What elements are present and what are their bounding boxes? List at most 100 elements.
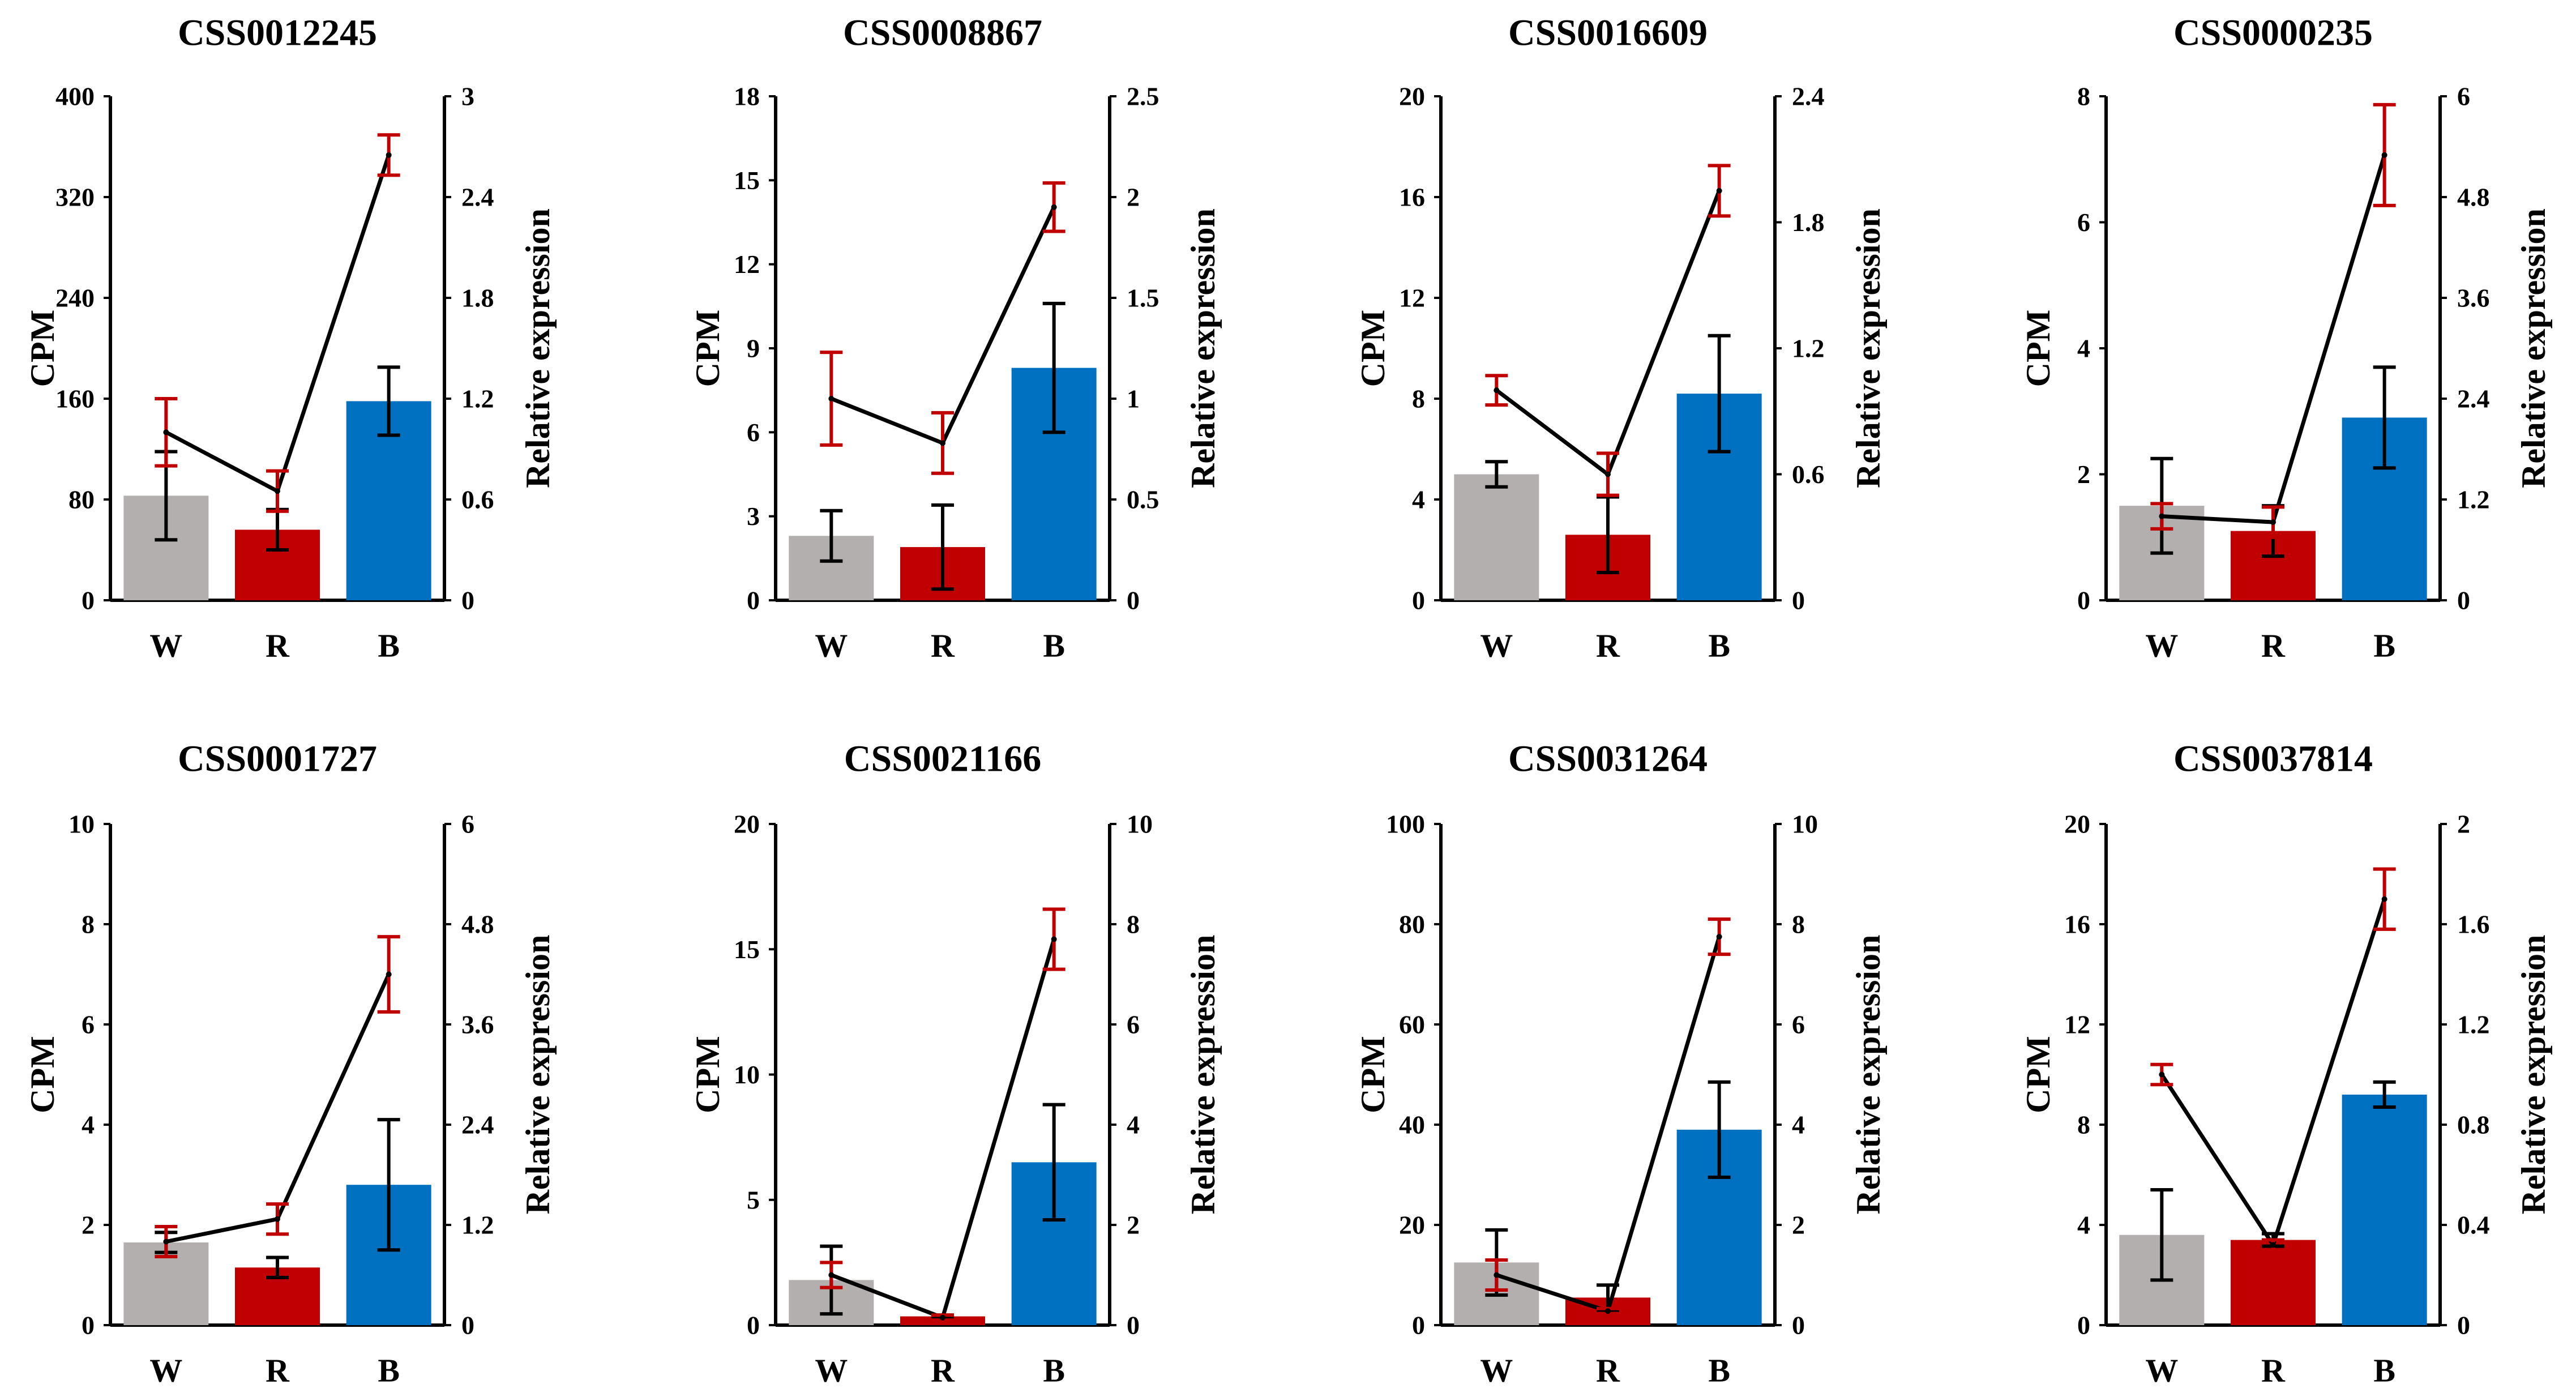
right-tick-label: 4 xyxy=(1792,1111,1805,1139)
left-tick-label: 10 xyxy=(734,1060,760,1089)
left-tick-label: 0 xyxy=(2077,1311,2090,1340)
right-tick-label: 6 xyxy=(2457,82,2470,111)
right-axis-label: Relative expression xyxy=(2515,935,2552,1215)
right-tick-label: 2.5 xyxy=(1127,82,1159,111)
right-axis-label: Relative expression xyxy=(519,208,557,488)
category-label-w: W xyxy=(815,627,848,664)
left-tick-label: 12 xyxy=(734,250,760,279)
left-axis-label: CPM xyxy=(689,310,726,387)
left-tick-label: 6 xyxy=(82,1010,95,1039)
right-tick-label: 6 xyxy=(461,810,474,839)
right-tick-label: 1.8 xyxy=(1792,208,1825,237)
left-tick-label: 2 xyxy=(2077,460,2090,489)
line-point xyxy=(1051,204,1057,210)
right-tick-label: 0 xyxy=(2457,586,2470,615)
left-tick-label: 8 xyxy=(82,910,95,939)
right-tick-label: 1.6 xyxy=(2457,910,2490,939)
right-tick-label: 0 xyxy=(1792,1311,1805,1340)
category-label-w: W xyxy=(2145,627,2178,664)
category-label-w: W xyxy=(1480,1352,1513,1388)
left-tick-label: 10 xyxy=(69,810,95,839)
right-tick-label: 4 xyxy=(1127,1111,1140,1139)
right-axis-label: Relative expression xyxy=(2515,208,2552,488)
chart-title: CSS0021166 xyxy=(844,738,1041,780)
right-tick-label: 8 xyxy=(1127,910,1140,939)
left-tick-label: 400 xyxy=(55,82,95,111)
category-label-b: B xyxy=(378,1352,400,1388)
left-tick-label: 20 xyxy=(734,810,760,839)
line-point xyxy=(940,440,945,446)
chart-panel: CSS0016609 0 4 8 12 16 20 0 0.6 1.2 1.8 2.4 CPM Relat… xyxy=(1354,12,1887,664)
right-tick-label: 2 xyxy=(1127,1211,1140,1240)
chart-panel: CSS0001727 0 2 4 6 8 10 0 1.2 2.4 3.6 4.8 6 CPM Relati… xyxy=(24,738,557,1388)
left-tick-label: 40 xyxy=(1399,1111,1425,1139)
right-tick-label: 1.2 xyxy=(2457,1010,2490,1039)
left-tick-label: 6 xyxy=(747,418,760,447)
line-point xyxy=(1494,387,1500,394)
line-point xyxy=(163,1238,169,1245)
line-point xyxy=(275,1216,280,1222)
line-point xyxy=(163,429,169,435)
right-tick-label: 1.2 xyxy=(1792,334,1825,363)
line-point xyxy=(2381,152,2387,158)
left-tick-label: 320 xyxy=(55,183,95,212)
chart-panel: CSS0031264 0 20 40 60 80 100 0 2 4 6 8 10 CPM Relative… xyxy=(1354,738,1887,1388)
category-label-b: B xyxy=(1708,1352,1730,1388)
left-axis-label: CPM xyxy=(2019,1036,2057,1113)
chart-panel: CSS0012245 0 80 160 240 320 400 0 0.6 1.2 1.8 2.4 3 C… xyxy=(24,12,557,664)
left-tick-label: 8 xyxy=(2077,82,2090,111)
left-axis-label: CPM xyxy=(689,1036,726,1113)
line-point xyxy=(1605,471,1611,477)
category-label-w: W xyxy=(149,627,182,664)
left-tick-label: 2 xyxy=(82,1211,95,1240)
chart-panel: CSS0021166 0 5 10 15 20 0 2 4 6 8 10 CPM Relative exp… xyxy=(689,738,1222,1388)
category-label-w: W xyxy=(2145,1352,2178,1388)
category-label-r: R xyxy=(931,627,955,664)
chart-title: CSS0008867 xyxy=(843,12,1042,54)
chart-title: CSS0012245 xyxy=(178,12,377,54)
left-axis-label: CPM xyxy=(2019,310,2057,387)
left-tick-label: 16 xyxy=(1399,183,1425,212)
chart-panel: CSS0008867 0 3 6 9 12 15 18 0 0.5 1 1.5 2 2.5 CPM Relat… xyxy=(689,12,1222,664)
chart-title: CSS0000235 xyxy=(2173,12,2373,54)
category-label-r: R xyxy=(266,1352,290,1388)
right-tick-label: 2 xyxy=(1792,1211,1805,1240)
left-tick-label: 60 xyxy=(1399,1010,1425,1039)
category-label-b: B xyxy=(1708,627,1730,664)
right-tick-label: 0 xyxy=(1792,586,1805,615)
right-tick-label: 10 xyxy=(1792,810,1818,839)
left-tick-label: 18 xyxy=(734,82,760,111)
left-tick-label: 20 xyxy=(1399,1211,1425,1240)
right-tick-label: 6 xyxy=(1127,1010,1140,1039)
right-tick-label: 0.8 xyxy=(2457,1111,2490,1139)
chart-panel: CSS0037814 0 4 8 12 16 20 0 0.4 0.8 1.2 1.6 2 CPM Rela… xyxy=(2019,738,2552,1388)
line-point xyxy=(386,971,392,977)
left-axis-label: CPM xyxy=(24,310,61,387)
left-tick-label: 80 xyxy=(1399,910,1425,939)
line-point xyxy=(2381,896,2387,902)
right-tick-label: 2.4 xyxy=(461,1111,494,1139)
right-tick-label: 0 xyxy=(461,586,474,615)
left-tick-label: 4 xyxy=(1412,485,1425,514)
right-tick-label: 2 xyxy=(1127,183,1140,212)
category-label-w: W xyxy=(149,1352,182,1388)
left-tick-label: 6 xyxy=(2077,208,2090,237)
category-label-r: R xyxy=(2261,1352,2286,1388)
right-tick-label: 0 xyxy=(2457,1311,2470,1340)
left-tick-label: 4 xyxy=(82,1111,95,1139)
right-tick-label: 3.6 xyxy=(461,1010,494,1039)
right-tick-label: 0.6 xyxy=(1792,460,1825,489)
chart-title: CSS0016609 xyxy=(1508,12,1708,54)
right-tick-label: 4.8 xyxy=(461,910,494,939)
category-label-b: B xyxy=(2373,627,2395,664)
right-tick-label: 0.6 xyxy=(461,485,494,514)
right-tick-label: 4.8 xyxy=(2457,183,2490,212)
line-point xyxy=(2159,513,2165,519)
bar-r xyxy=(2231,1240,2316,1325)
left-tick-label: 20 xyxy=(1399,82,1425,111)
left-tick-label: 16 xyxy=(2064,910,2090,939)
right-tick-label: 1.2 xyxy=(461,385,494,413)
line-point xyxy=(1716,187,1722,194)
right-tick-label: 10 xyxy=(1127,810,1153,839)
right-tick-label: 0.5 xyxy=(1127,485,1159,514)
